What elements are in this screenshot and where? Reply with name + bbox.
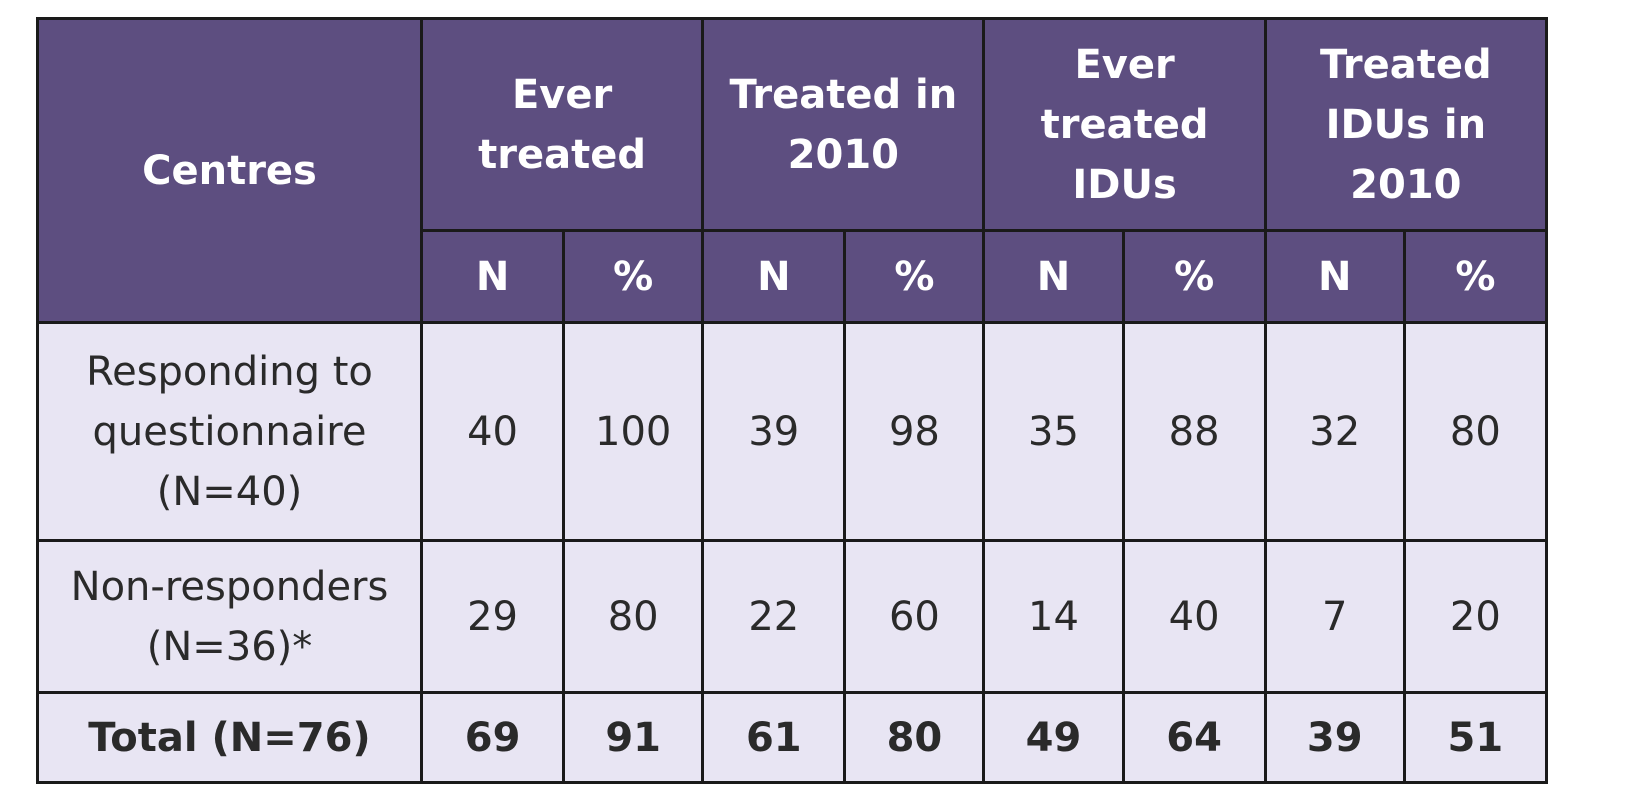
sub-header-row: N % N % N % N % <box>38 229 1549 324</box>
table-cell: 64 <box>1121 691 1267 784</box>
table-cell: 40 <box>419 321 566 542</box>
table-cell: 91 <box>562 691 705 784</box>
table-cell: 40 <box>1121 539 1267 694</box>
table-cell: 20 <box>1402 539 1549 694</box>
row-label-text: Total (N=76) <box>88 714 371 761</box>
table-row: Responding to questionnaire (N=40) 40 10… <box>36 321 1549 542</box>
table-cell: 22 <box>701 539 847 694</box>
table-cell: 80 <box>843 691 986 784</box>
group-header-ever-treated: Ever treated <box>419 17 705 232</box>
table-cell: 32 <box>1263 321 1406 542</box>
sub-header: % <box>562 229 705 324</box>
table-cell: 69 <box>419 691 566 784</box>
row-label: Total (N=76) <box>36 691 423 784</box>
row-label: Non-responders (N=36)* <box>36 539 423 694</box>
sub-header: N <box>419 229 566 324</box>
group-header-ever-treated-idus: Ever treated IDUs <box>982 17 1267 232</box>
sub-header: % <box>1121 229 1267 324</box>
table-cell: 51 <box>1402 691 1549 784</box>
group-header-row: Centres Ever treated Treated in 2010 Eve… <box>36 17 1549 324</box>
table-cell: 60 <box>843 539 986 694</box>
table-cell: 98 <box>843 321 986 542</box>
sub-header: % <box>843 229 986 324</box>
table-cell: 39 <box>701 321 847 542</box>
table-row: Non-responders (N=36)* 29 80 22 60 14 40… <box>36 539 1549 694</box>
sub-header: % <box>1402 229 1549 324</box>
table-cell: 88 <box>1121 321 1267 542</box>
sub-header: N <box>701 229 847 324</box>
group-header-treated-idus-2010: Treated IDUs in 2010 <box>1263 17 1549 232</box>
treatment-table: Centres Ever treated Treated in 2010 Eve… <box>36 17 1549 784</box>
table-cell: 80 <box>562 539 705 694</box>
total-row: Total (N=76) 69 91 61 80 49 64 39 51 <box>36 691 1549 784</box>
row-label-text: Non-responders (N=36)* <box>70 563 389 670</box>
row-label: Responding to questionnaire (N=40) <box>36 321 423 542</box>
group-header-treated-2010: Treated in 2010 <box>701 17 986 232</box>
table-cell: 80 <box>1402 321 1549 542</box>
table-cell: 35 <box>982 321 1125 542</box>
sub-header: N <box>1263 229 1406 324</box>
table-cell: 14 <box>982 539 1125 694</box>
table-cell: 29 <box>419 539 566 694</box>
table-cell: 100 <box>562 321 705 542</box>
table-cell: 49 <box>982 691 1125 784</box>
table-cell: 7 <box>1263 539 1406 694</box>
table-cell: 39 <box>1263 691 1406 784</box>
table-cell: 61 <box>701 691 847 784</box>
row-label-text: Responding to questionnaire (N=40) <box>86 348 373 515</box>
sub-header: N <box>982 229 1125 324</box>
corner-header: Centres <box>36 17 423 324</box>
